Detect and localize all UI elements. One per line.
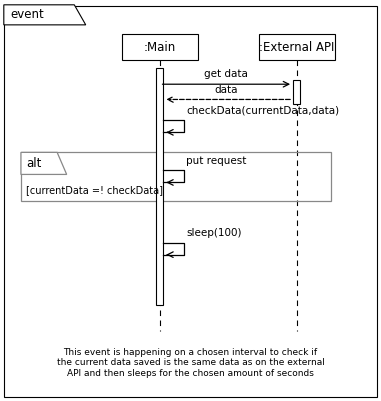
Polygon shape xyxy=(21,152,67,174)
Text: This event is happening on a chosen interval to check if
the current data saved : This event is happening on a chosen inte… xyxy=(56,348,325,378)
Text: :External API: :External API xyxy=(259,41,335,54)
Bar xyxy=(122,34,198,60)
Text: alt: alt xyxy=(27,157,42,170)
Bar xyxy=(156,68,163,305)
Text: event: event xyxy=(11,8,45,21)
Text: data: data xyxy=(215,85,238,95)
Polygon shape xyxy=(4,5,86,25)
Text: put request: put request xyxy=(186,156,246,166)
Text: get data: get data xyxy=(204,69,248,79)
Text: sleep(100): sleep(100) xyxy=(186,228,242,238)
Text: checkData(currentData,data): checkData(currentData,data) xyxy=(186,105,339,115)
Bar xyxy=(21,152,331,200)
Text: [currentData =! checkData]: [currentData =! checkData] xyxy=(26,185,163,194)
Bar xyxy=(259,34,335,60)
Bar xyxy=(293,80,300,104)
Text: :Main: :Main xyxy=(144,41,176,54)
